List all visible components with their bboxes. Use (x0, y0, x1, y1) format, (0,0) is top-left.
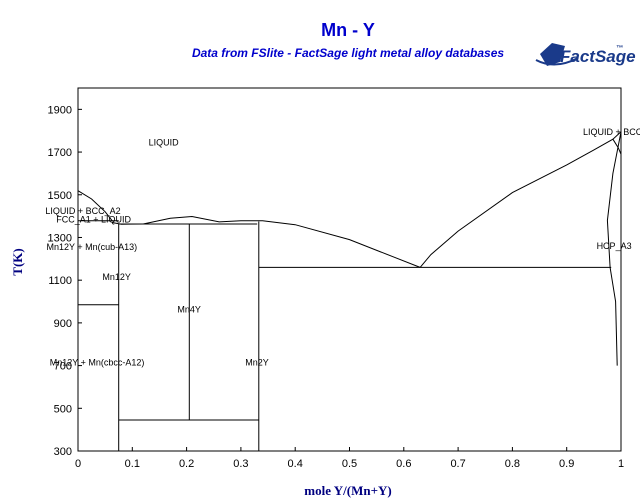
y-axis: 300 500 700 900 1100 1300 1500 1700 1900 (48, 104, 82, 458)
x-tick-label: 0.1 (125, 458, 140, 470)
y-tick-label: 1900 (48, 104, 72, 116)
phase-region-label: HCP_A3 (597, 241, 632, 251)
x-tick-label: 0.2 (179, 458, 194, 470)
x-axis: 0 0.1 0.2 0.3 0.4 0.5 0.6 0.7 0.8 0.9 1 (75, 447, 624, 470)
x-tick-label: 0 (75, 458, 81, 470)
phase-boundary-line (77, 190, 113, 222)
phase-boundary-line (612, 138, 622, 155)
y-axis-title: T(K) (10, 248, 25, 275)
x-tick-label: 1 (618, 458, 624, 470)
phase-region-label: Mn12Y (102, 272, 131, 282)
logo-emblem-icon (540, 43, 565, 66)
phase-region-label: Mn4Y (177, 305, 201, 315)
x-tick-label: 0.3 (233, 458, 248, 470)
y-tick-label: 700 (54, 361, 72, 373)
x-tick-label: 0.5 (342, 458, 357, 470)
phase-region-label: LIQUID (149, 138, 180, 148)
phase-boundary-line (606, 131, 622, 366)
x-tick-label: 0.7 (450, 458, 465, 470)
phase-region-label: LIQUID + BCC_A2 (583, 127, 640, 137)
phase-boundary-line (419, 131, 622, 268)
phase-region-label: LIQUID + BCC_A2 (45, 206, 120, 216)
phase-region-label: Mn2Y (245, 358, 269, 368)
y-tick-label: 900 (54, 318, 72, 330)
x-tick-label: 0.8 (505, 458, 520, 470)
x-axis-title: mole Y/(Mn+Y) (304, 483, 391, 498)
x-tick-label: 0.4 (288, 458, 303, 470)
phase-boundaries (77, 131, 622, 451)
y-tick-label: 1300 (48, 232, 72, 244)
factsage-logo: FactSage ™ (535, 43, 636, 66)
y-tick-label: 1500 (48, 190, 72, 202)
y-tick-label: 1700 (48, 147, 72, 159)
x-tick-label: 0.9 (559, 458, 574, 470)
logo-swoosh-icon (535, 57, 579, 66)
y-tick-label: 300 (54, 446, 72, 458)
logo-text: FactSage (560, 47, 636, 66)
logo-trademark: ™ (616, 45, 623, 52)
y-tick-label: 500 (54, 403, 72, 415)
chart-title: Mn - Y (321, 20, 375, 40)
y-tick-label: 1100 (48, 275, 72, 287)
phase-region-label: Mn12Y + Mn(cub-A13) (47, 242, 138, 252)
phase-region-label: Mn12Y + Mn(cbcc-A12) (50, 358, 145, 368)
x-tick-label: 0.6 (396, 458, 411, 470)
chart-subtitle: Data from FSlite - FactSage light metal … (192, 46, 504, 60)
phase-region-label: FCC_A1 + LIQUID (56, 215, 131, 225)
